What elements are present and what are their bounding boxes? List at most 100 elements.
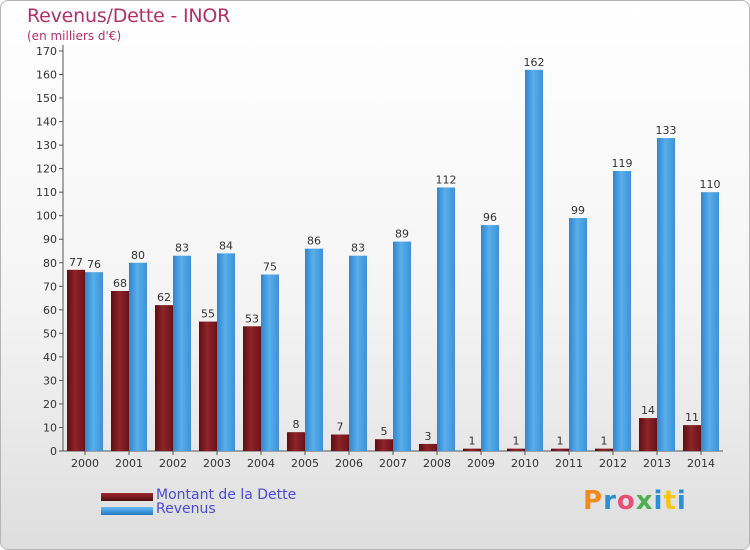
x-tick-label: 2012 [599, 457, 627, 470]
x-tick-label: 2006 [335, 457, 363, 470]
y-tick-label: 150 [36, 92, 57, 105]
y-tick-label: 140 [36, 116, 57, 129]
data-label-debt: 1 [469, 435, 476, 448]
x-tick-label: 2013 [643, 457, 671, 470]
y-tick-label: 80 [43, 257, 57, 270]
data-label-revenue: 96 [483, 211, 497, 224]
x-tick-label: 2014 [687, 457, 715, 470]
bar-debt [463, 448, 481, 451]
data-label-revenue: 119 [612, 157, 633, 170]
x-tick-label: 2009 [467, 457, 495, 470]
data-label-revenue: 83 [351, 242, 365, 255]
logo-letter: x [635, 486, 654, 516]
bar-revenue [217, 253, 235, 451]
y-tick-label: 120 [36, 163, 57, 176]
x-tick-label: 2011 [555, 457, 583, 470]
bar-debt [375, 439, 393, 451]
bar-debt [199, 321, 217, 451]
logo-letter: t [663, 486, 677, 516]
x-tick-label: 2010 [511, 457, 539, 470]
bar-debt [419, 443, 437, 451]
logo-letter: i [676, 486, 687, 516]
legend-label-debt: Montant de la Dette [156, 487, 297, 503]
data-label-debt: 8 [293, 418, 300, 431]
y-tick-label: 20 [43, 398, 57, 411]
logo-letter: o [616, 486, 636, 516]
data-label-debt: 53 [245, 312, 259, 325]
data-label-debt: 14 [641, 404, 655, 417]
bar-debt [67, 269, 85, 451]
y-tick-label: 50 [43, 327, 57, 340]
x-tick-label: 2003 [203, 457, 231, 470]
x-tick-label: 2001 [115, 457, 143, 470]
data-label-revenue: 99 [571, 204, 585, 217]
logo-letter: P [583, 486, 604, 516]
y-tick-label: 160 [36, 69, 57, 82]
bar-debt [507, 448, 525, 451]
legend-swatch-revenue [101, 507, 153, 515]
data-label-debt: 7 [337, 421, 344, 434]
bar-revenue [305, 248, 323, 451]
bar-revenue [349, 255, 367, 451]
bar-revenue [173, 255, 191, 451]
data-label-revenue: 112 [436, 173, 457, 186]
data-label-debt: 5 [381, 425, 388, 438]
y-tick-label: 10 [43, 421, 57, 434]
bar-revenue [613, 171, 631, 451]
bar-revenue [657, 138, 675, 451]
logo-letter: i [653, 486, 664, 516]
x-tick-label: 2002 [159, 457, 187, 470]
x-tick-label: 2008 [423, 457, 451, 470]
x-tick-label: 2005 [291, 457, 319, 470]
data-label-revenue: 80 [131, 249, 145, 262]
x-tick-label: 2007 [379, 457, 407, 470]
bar-revenue [525, 69, 543, 451]
y-tick-label: 170 [36, 45, 57, 58]
bar-revenue [437, 187, 455, 451]
data-label-debt: 1 [601, 435, 608, 448]
data-label-revenue: 76 [87, 258, 101, 271]
bar-debt [683, 425, 701, 451]
y-tick-label: 130 [36, 139, 57, 152]
y-tick-label: 60 [43, 304, 57, 317]
data-label-debt: 68 [113, 277, 127, 290]
y-tick-label: 30 [43, 374, 57, 387]
bar-debt [331, 434, 349, 451]
bar-revenue [261, 274, 279, 451]
data-label-revenue: 110 [700, 178, 721, 191]
bar-debt [287, 432, 305, 451]
legend-swatch-debt [101, 493, 153, 501]
y-tick-label: 100 [36, 210, 57, 223]
bar-debt [243, 326, 261, 451]
bar-revenue [129, 262, 147, 451]
data-label-debt: 62 [157, 291, 171, 304]
data-label-revenue: 75 [263, 261, 277, 274]
y-tick-label: 90 [43, 233, 57, 246]
bar-revenue [481, 225, 499, 451]
x-tick-label: 2000 [71, 457, 99, 470]
data-label-debt: 55 [201, 308, 215, 321]
data-label-revenue: 89 [395, 228, 409, 241]
data-label-revenue: 133 [656, 124, 677, 137]
data-label-debt: 3 [425, 430, 432, 443]
data-label-debt: 1 [557, 435, 564, 448]
legend-label-revenue: Revenus [156, 501, 216, 517]
bar-debt [111, 291, 129, 451]
chart-title: Revenus/Dette - INOR [27, 5, 231, 27]
bar-debt [595, 448, 613, 451]
bar-revenue [393, 241, 411, 451]
y-tick-label: 40 [43, 351, 57, 364]
data-label-debt: 77 [69, 256, 83, 269]
logo-letter: r [603, 486, 617, 516]
bar-debt [551, 448, 569, 451]
bar-revenue [701, 192, 719, 452]
x-tick-label: 2004 [247, 457, 275, 470]
data-label-revenue: 84 [219, 239, 233, 252]
y-tick-label: 0 [50, 445, 57, 458]
data-label-revenue: 162 [524, 56, 545, 69]
bar-debt [639, 418, 657, 451]
data-label-debt: 11 [685, 411, 699, 424]
y-tick-label: 70 [43, 280, 57, 293]
